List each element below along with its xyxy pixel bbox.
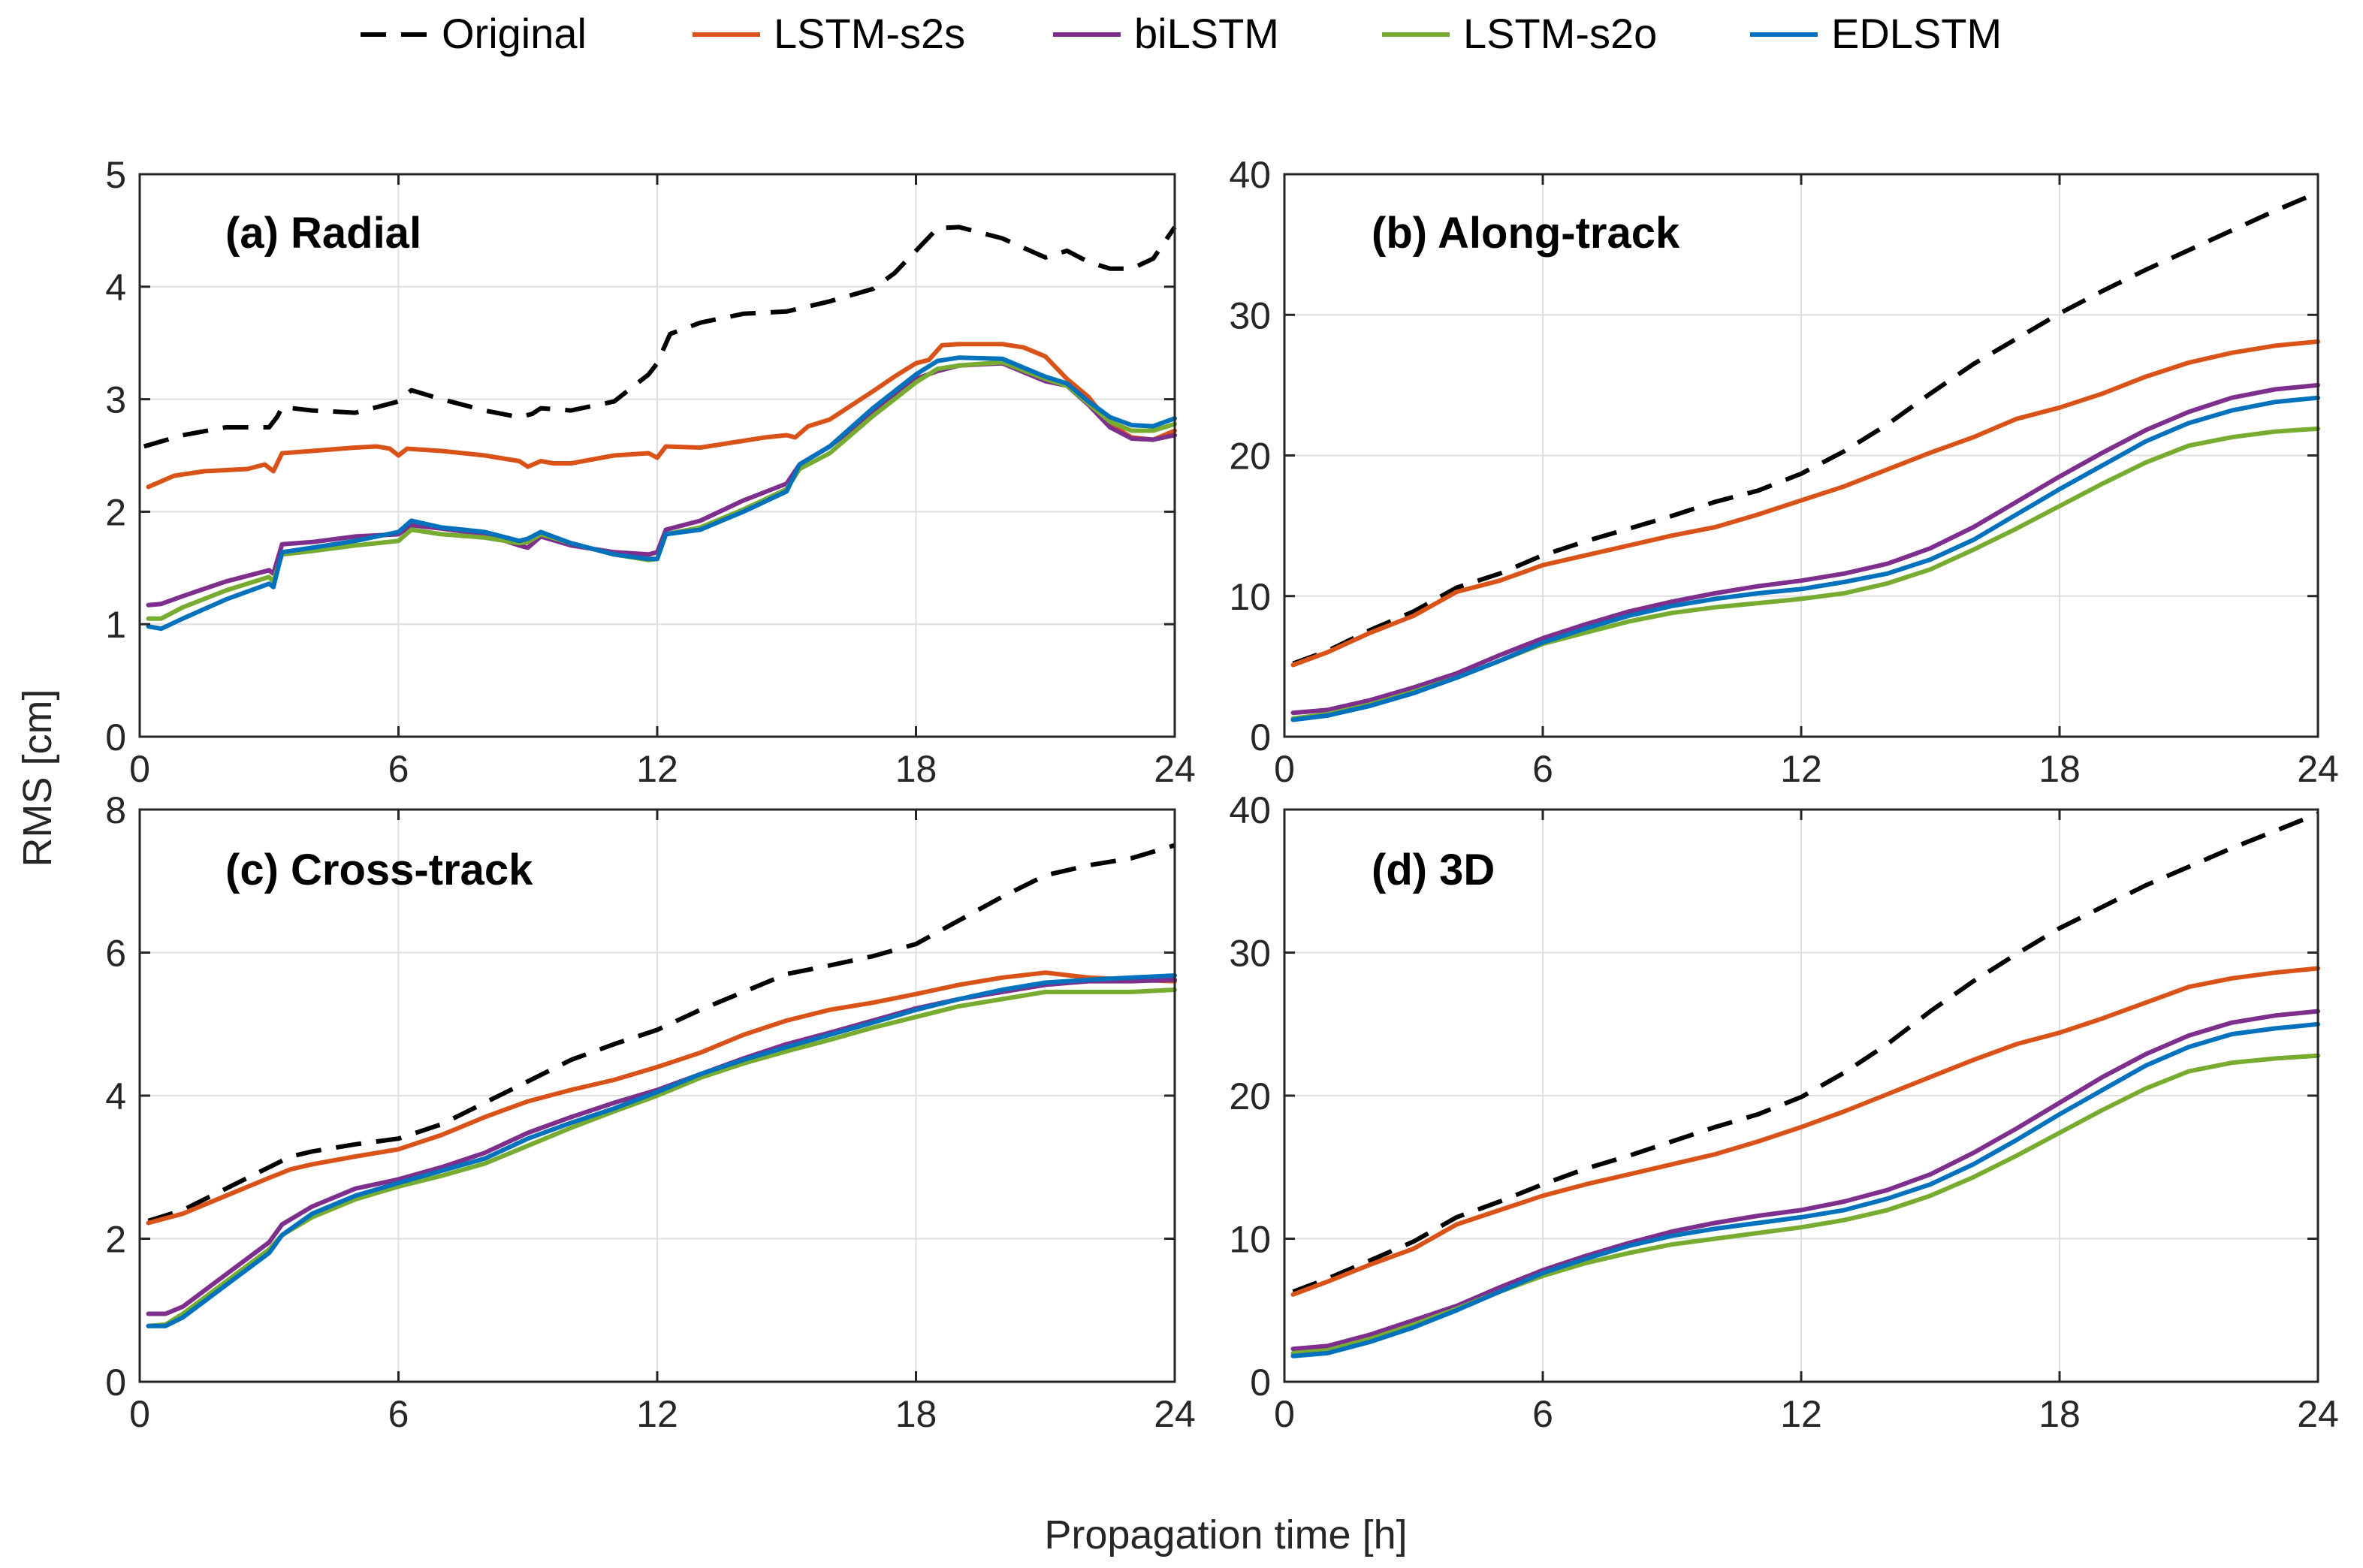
- panel-title: (d) 3D: [1372, 846, 1495, 894]
- x-tick-label: 24: [1154, 748, 1196, 790]
- legend-item: LSTM-s2s: [693, 10, 965, 57]
- x-tick-label: 24: [1154, 1393, 1196, 1435]
- x-tick-label: 0: [129, 1393, 150, 1435]
- legend-label: biLSTM: [1134, 10, 1279, 57]
- y-tick-label: 30: [1229, 933, 1271, 975]
- y-tick-label: 30: [1229, 294, 1271, 336]
- x-tick-label: 18: [895, 1393, 937, 1435]
- legend-label: Original: [442, 10, 587, 57]
- series-line: [1290, 339, 2320, 668]
- series-line: [146, 970, 1177, 1226]
- x-tick-label: 12: [636, 1393, 678, 1435]
- legend-item: Original: [361, 10, 587, 57]
- series-line: [1290, 1021, 2320, 1358]
- series-group: [143, 225, 1177, 632]
- legend-item: biLSTM: [1053, 10, 1279, 57]
- chart-panel: 0 6 12 18 24 0 10 20 30 40 (d) 3D: [1229, 789, 2338, 1435]
- series-line: [146, 342, 1177, 490]
- x-tick-label: 12: [1780, 1393, 1822, 1435]
- panel-title: (b) Along-track: [1372, 209, 1680, 258]
- x-tick-label: 12: [636, 748, 678, 790]
- x-tick-label: 6: [1532, 1393, 1553, 1435]
- x-tick-label: 24: [2297, 1393, 2339, 1435]
- y-tick-label: 0: [105, 1361, 126, 1404]
- legend-item: EDLSTM: [1750, 10, 2002, 57]
- y-tick-label: 6: [105, 933, 126, 975]
- x-tick-label: 18: [2039, 1393, 2081, 1435]
- x-tick-label: 6: [1532, 748, 1553, 790]
- legend-label: LSTM-s2s: [774, 10, 965, 57]
- y-tick-label: 0: [105, 716, 126, 758]
- y-tick-label: 3: [105, 379, 126, 421]
- y-tick-label: 10: [1229, 576, 1271, 618]
- x-tick-label: 18: [2039, 748, 2081, 790]
- x-tick-label: 0: [1274, 748, 1295, 790]
- ticks: 0 6 12 18 24 0 10 20 30 40: [1229, 154, 2338, 790]
- series-group: [146, 843, 1177, 1328]
- series-line: [1290, 1009, 2320, 1352]
- x-tick-label: 0: [1274, 1393, 1295, 1435]
- series-line: [1292, 190, 2319, 666]
- y-tick-label: 0: [1250, 1361, 1271, 1404]
- y-axis-label: RMS [cm]: [15, 689, 60, 867]
- y-tick-label: 40: [1229, 789, 1271, 831]
- y-tick-label: 20: [1229, 436, 1271, 478]
- y-tick-label: 40: [1229, 154, 1271, 196]
- series-line: [146, 355, 1177, 632]
- y-tick-label: 5: [105, 154, 126, 196]
- y-tick-label: 0: [1250, 716, 1271, 758]
- x-axis-label: Propagation time [h]: [1044, 1512, 1407, 1557]
- series-line: [143, 225, 1177, 449]
- y-tick-label: 4: [105, 1075, 126, 1117]
- x-tick-label: 24: [2297, 748, 2339, 790]
- x-tick-label: 18: [895, 748, 937, 790]
- ticks: 0 6 12 18 24 0 10 20 30 40: [1229, 789, 2338, 1435]
- x-tick-label: 0: [129, 748, 150, 790]
- series-line: [1292, 811, 2319, 1294]
- x-tick-label: 12: [1780, 748, 1822, 790]
- series-line: [1290, 382, 2320, 716]
- x-tick-label: 6: [388, 1393, 409, 1435]
- series-line: [1290, 395, 2320, 722]
- y-tick-label: 4: [105, 267, 126, 309]
- y-tick-label: 2: [105, 491, 126, 533]
- y-tick-label: 20: [1229, 1075, 1271, 1117]
- y-tick-label: 1: [105, 604, 126, 646]
- legend-label: LSTM-s2o: [1463, 10, 1657, 57]
- x-tick-label: 6: [388, 748, 409, 790]
- panel-title: (a) Radial: [225, 209, 421, 258]
- y-tick-label: 10: [1229, 1219, 1271, 1261]
- series-group: [1290, 190, 2320, 722]
- panel-title: (c) Cross-track: [225, 846, 533, 894]
- chart-panel: 0 6 12 18 24 0 10 20 30 40 (b) Along-track: [1229, 154, 2338, 790]
- y-tick-label: 2: [105, 1219, 126, 1261]
- legend-label: EDLSTM: [1831, 10, 2002, 57]
- series-line: [1290, 966, 2320, 1297]
- legend-item: LSTM-s2o: [1382, 10, 1657, 57]
- series-line: [146, 973, 1177, 1328]
- y-tick-label: 8: [105, 789, 126, 831]
- series-group: [1290, 811, 2320, 1358]
- legend: Original LSTM-s2s biLSTM LSTM-s2o EDLSTM: [361, 10, 2002, 57]
- series-line: [147, 843, 1175, 1223]
